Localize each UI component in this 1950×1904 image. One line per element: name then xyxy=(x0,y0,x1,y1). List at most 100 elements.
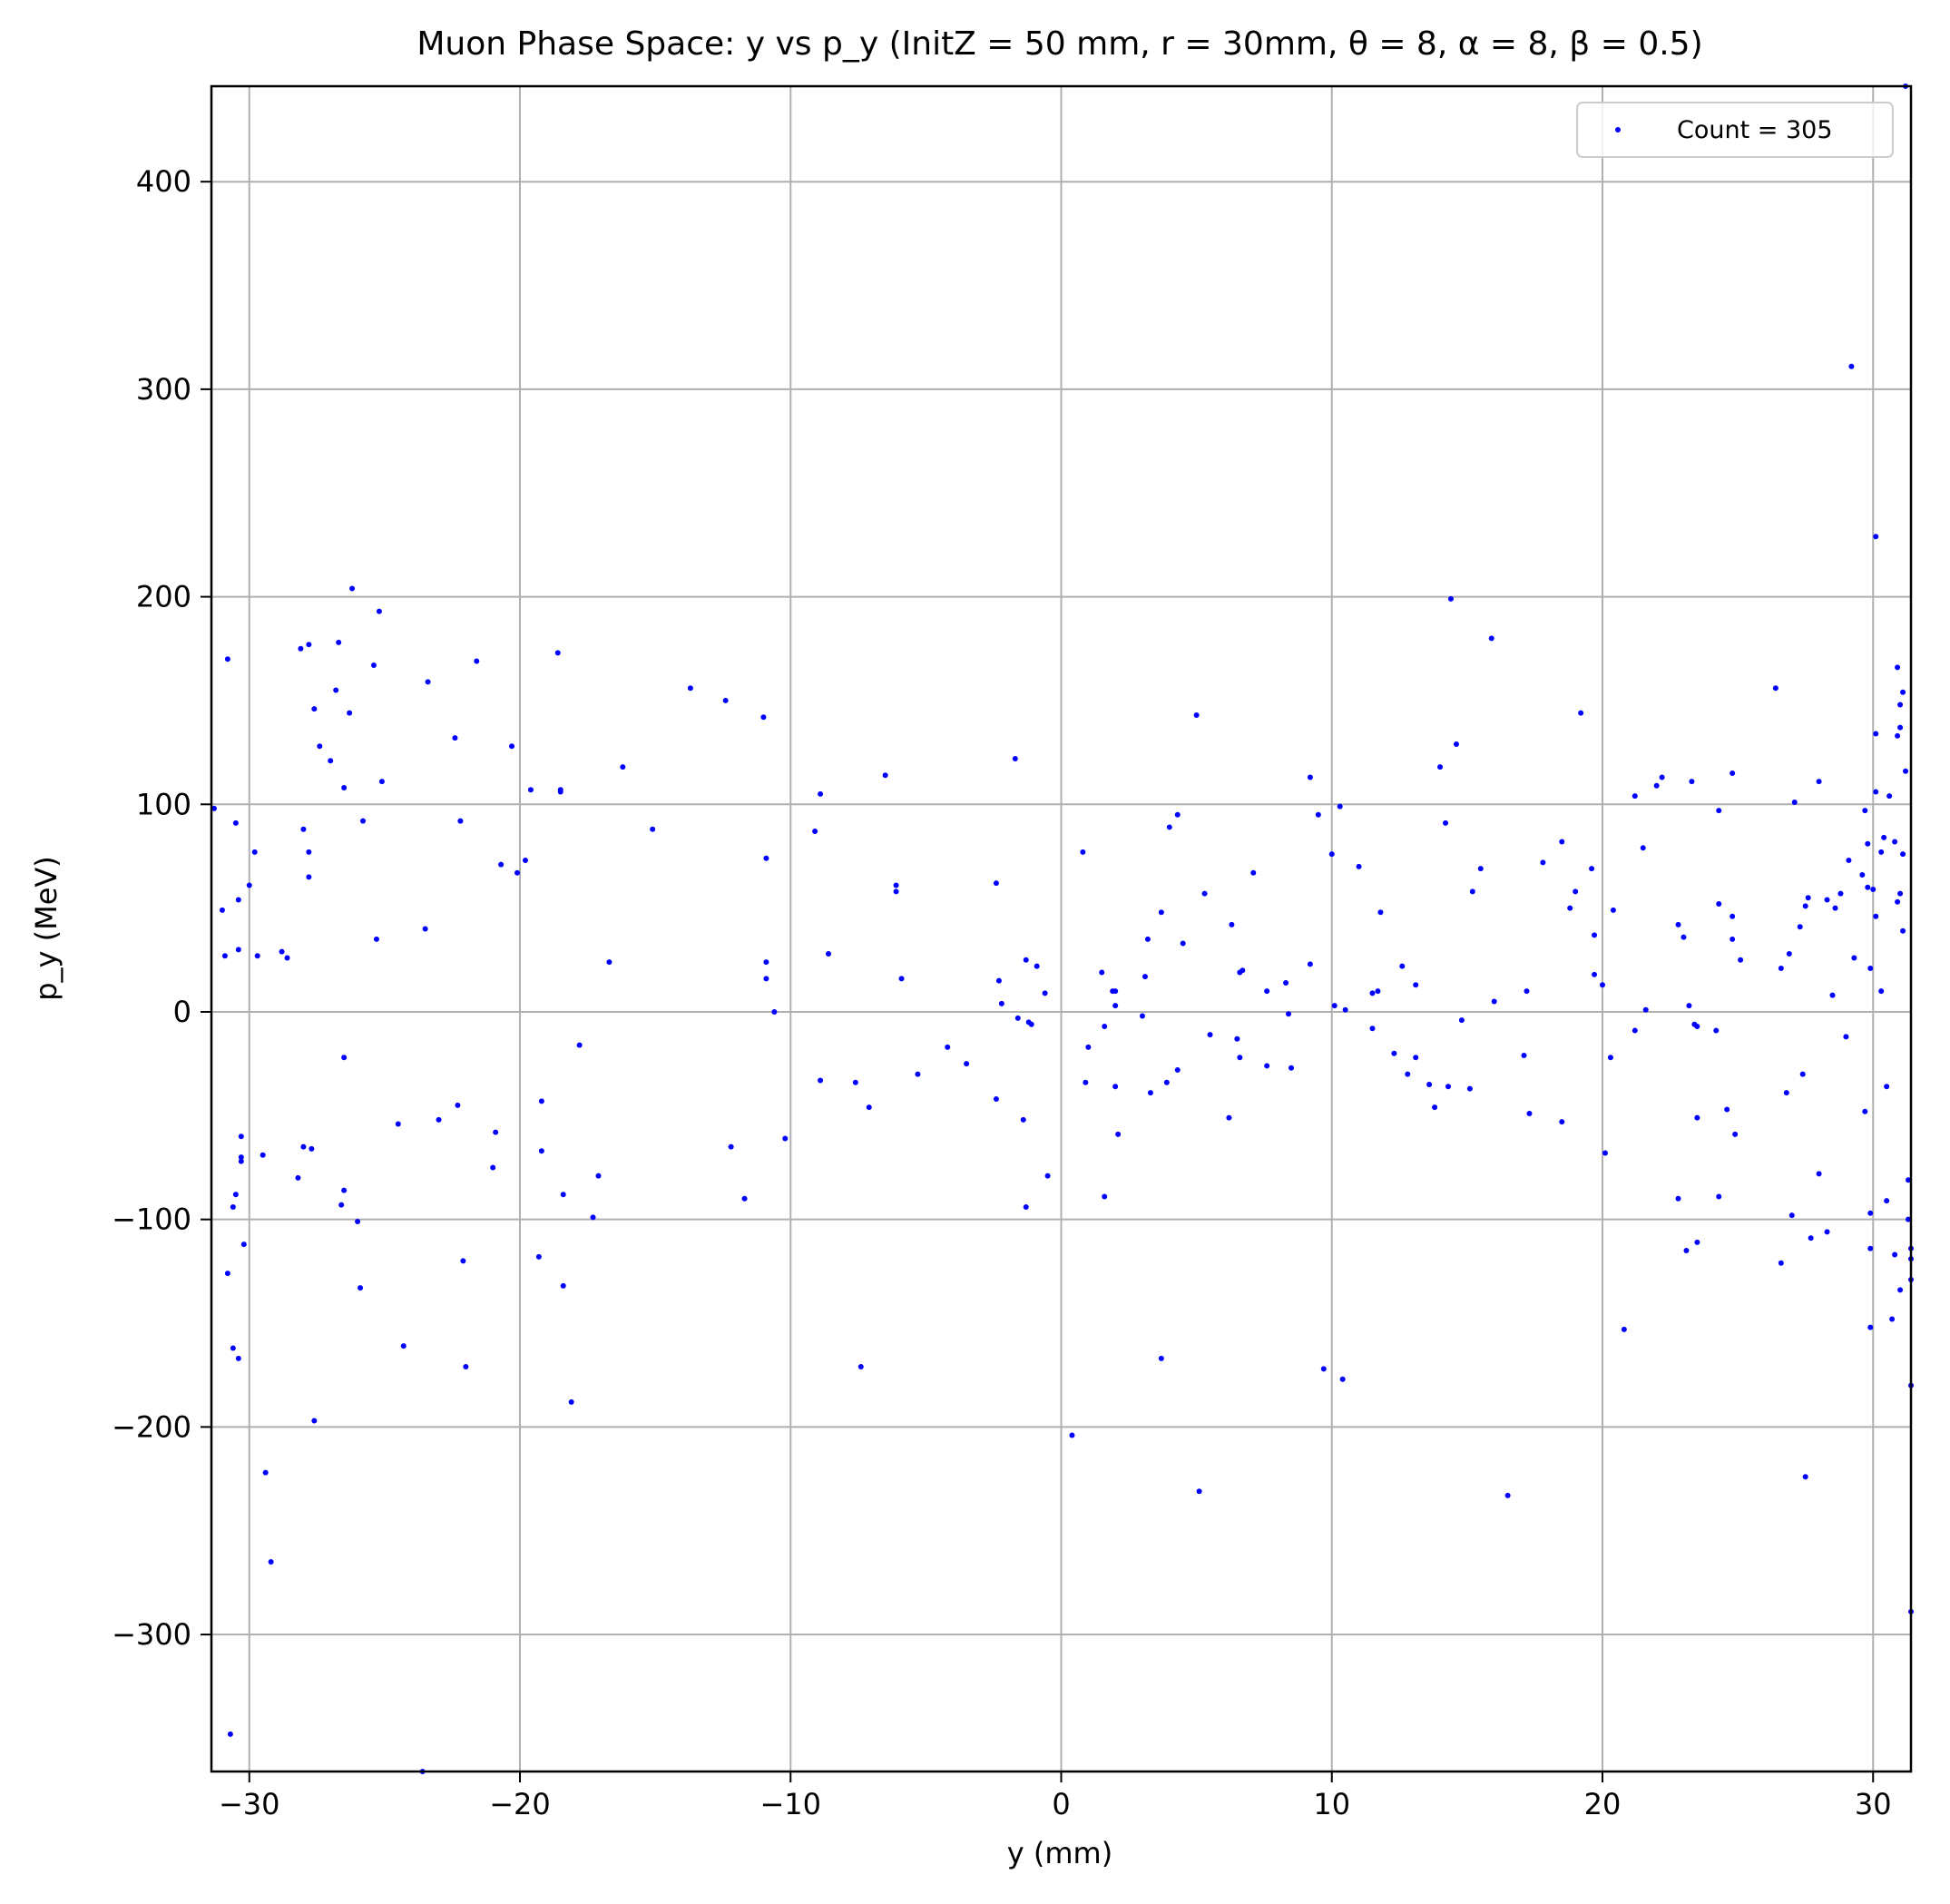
data-point xyxy=(1432,1104,1438,1111)
data-point xyxy=(238,1154,244,1161)
data-point xyxy=(1229,921,1235,927)
data-point xyxy=(284,955,290,961)
y-tick-label: 200 xyxy=(136,580,191,614)
data-point xyxy=(436,1116,442,1123)
data-point xyxy=(1180,940,1186,947)
data-point xyxy=(336,639,342,645)
data-point xyxy=(309,1145,315,1152)
data-point xyxy=(298,645,304,652)
data-point xyxy=(474,658,480,664)
data-point xyxy=(1012,755,1018,761)
data-point xyxy=(1283,979,1289,986)
data-point xyxy=(1906,1216,1912,1222)
data-point xyxy=(1599,982,1605,988)
data-point xyxy=(1014,1015,1021,1021)
data-point xyxy=(1447,595,1454,602)
data-point xyxy=(1686,1003,1692,1009)
data-point xyxy=(1607,1055,1613,1061)
data-point xyxy=(964,1061,970,1067)
data-point xyxy=(1477,866,1484,872)
data-point xyxy=(1339,1376,1346,1382)
data-point xyxy=(1504,1492,1511,1498)
data-point xyxy=(1158,1355,1164,1361)
data-point xyxy=(1892,1251,1898,1258)
data-point xyxy=(341,1055,348,1061)
data-point xyxy=(1873,913,1879,919)
data-point xyxy=(1903,768,1909,774)
y-tick-label: 300 xyxy=(136,372,191,407)
data-point xyxy=(235,897,241,903)
data-point xyxy=(1897,1287,1904,1293)
data-point xyxy=(1659,774,1665,780)
data-point xyxy=(268,1559,274,1565)
data-point xyxy=(1867,1210,1874,1216)
data-point xyxy=(1799,1071,1806,1077)
data-point xyxy=(1867,965,1874,971)
data-point xyxy=(782,1135,789,1142)
data-point xyxy=(306,642,312,648)
data-point xyxy=(1602,1150,1608,1156)
data-point xyxy=(260,1152,266,1158)
data-point xyxy=(1375,988,1381,995)
data-point xyxy=(490,1164,496,1171)
data-point xyxy=(1897,702,1904,708)
data-point xyxy=(1783,1090,1789,1096)
data-point xyxy=(1802,1474,1808,1480)
data-point xyxy=(1724,1106,1730,1113)
data-point xyxy=(1163,1079,1170,1085)
data-point xyxy=(300,1143,307,1150)
data-point xyxy=(1632,793,1638,800)
data-point xyxy=(455,1102,461,1108)
data-point xyxy=(1873,789,1879,795)
data-point xyxy=(240,1242,247,1248)
data-point xyxy=(741,1195,748,1202)
data-point xyxy=(1832,905,1838,911)
data-point xyxy=(262,1469,269,1476)
data-point xyxy=(1264,988,1270,995)
data-point xyxy=(1023,1203,1029,1210)
data-point xyxy=(1881,834,1887,840)
data-point xyxy=(1681,934,1687,940)
data-point xyxy=(1567,905,1573,911)
data-point xyxy=(1843,1034,1849,1040)
data-point xyxy=(1867,1245,1874,1251)
x-axis-label: y (mm) xyxy=(1007,1836,1112,1870)
data-point xyxy=(1786,950,1792,957)
data-point xyxy=(493,1129,499,1135)
data-point xyxy=(538,1098,544,1104)
data-point xyxy=(1621,1326,1627,1332)
data-point xyxy=(1491,998,1497,1005)
data-point xyxy=(1846,858,1852,864)
data-point xyxy=(557,789,563,795)
data-point xyxy=(1369,1026,1376,1032)
legend-label: Count = 305 xyxy=(1677,116,1833,144)
data-point xyxy=(1870,887,1877,893)
data-point xyxy=(568,1399,574,1405)
data-point xyxy=(1730,936,1736,942)
data-point xyxy=(1897,890,1904,897)
data-point xyxy=(1862,808,1868,814)
data-point xyxy=(763,976,769,982)
data-point xyxy=(1694,1023,1700,1029)
y-axis: −300 −200 −100 0 100 200 300 400 xyxy=(112,164,211,1652)
data-point xyxy=(1805,895,1811,901)
data-point xyxy=(211,805,217,811)
data-point xyxy=(328,758,334,764)
data-point xyxy=(1642,1006,1649,1013)
data-point xyxy=(650,826,656,832)
data-point xyxy=(1738,957,1744,963)
data-point xyxy=(232,820,239,826)
x-tick-label: −10 xyxy=(759,1787,821,1821)
data-point xyxy=(771,1008,778,1015)
data-point xyxy=(818,790,824,797)
data-point xyxy=(915,1071,921,1077)
data-point xyxy=(457,818,464,824)
data-point xyxy=(221,953,228,959)
data-point xyxy=(235,1355,241,1361)
data-point xyxy=(1867,1324,1874,1330)
data-point xyxy=(728,1143,734,1150)
data-point xyxy=(1592,932,1598,938)
data-point xyxy=(1730,770,1736,776)
data-point xyxy=(620,764,626,770)
data-point xyxy=(1023,957,1029,963)
